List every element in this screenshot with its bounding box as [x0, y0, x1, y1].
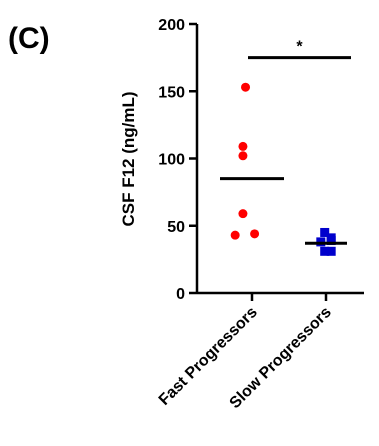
data-point	[238, 141, 248, 151]
y-tick-label: 50	[167, 219, 185, 236]
y-tick-label: 200	[158, 17, 185, 34]
y-tick-label: 0	[176, 286, 185, 303]
data-point	[320, 246, 330, 256]
y-tick-label: 150	[158, 84, 185, 101]
significance-star: *	[296, 39, 303, 56]
data-point	[241, 82, 251, 92]
data-point	[238, 151, 248, 161]
data-point	[320, 227, 330, 237]
y-axis-label: CSF F12 (ng/mL)	[119, 91, 138, 226]
data-point	[230, 230, 240, 240]
data-point	[326, 236, 336, 246]
data-point	[250, 229, 260, 239]
data-point	[326, 246, 336, 256]
y-tick-label: 100	[158, 152, 185, 169]
data-point	[238, 209, 248, 219]
panel-label: (C)	[8, 22, 50, 55]
data-marks: *	[220, 39, 351, 256]
